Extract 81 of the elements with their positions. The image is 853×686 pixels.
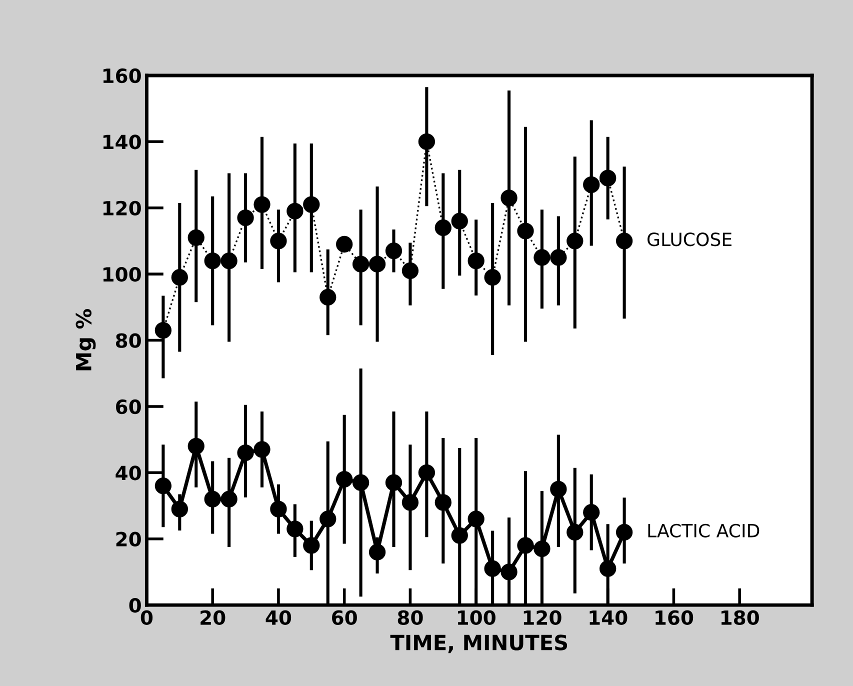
point [237, 444, 254, 462]
point [550, 480, 567, 498]
series-label: LACTIC ACID [648, 524, 760, 538]
point [254, 441, 270, 458]
point [385, 242, 402, 260]
y-tick-label: 100 [103, 267, 141, 282]
point [171, 269, 188, 286]
point [385, 474, 402, 491]
point [566, 232, 584, 250]
point [254, 196, 270, 213]
point [220, 490, 238, 508]
point [451, 527, 468, 544]
point [336, 470, 353, 488]
point [616, 232, 633, 250]
point [368, 256, 386, 272]
y-tick-label: 160 [103, 68, 141, 84]
point [517, 222, 534, 240]
point [517, 537, 534, 554]
point [583, 504, 600, 521]
y-tick-label: 40 [116, 466, 141, 480]
point [188, 229, 204, 246]
x-tick-label: 20 [200, 610, 226, 625]
point [418, 464, 436, 481]
point [534, 540, 550, 558]
point [352, 256, 370, 272]
point [154, 478, 172, 494]
point [434, 494, 452, 511]
point [303, 196, 320, 213]
y-tick-label: 20 [116, 532, 141, 547]
point [484, 560, 501, 577]
y-tick-label: 80 [116, 333, 141, 348]
point [336, 236, 353, 253]
point [600, 170, 616, 186]
point [352, 474, 370, 491]
y-tick-label: 0 [129, 598, 141, 613]
point [204, 490, 221, 508]
point [600, 560, 616, 577]
point [451, 212, 468, 230]
series-label: GLUCOSE [648, 232, 732, 246]
point [286, 520, 304, 538]
point [468, 510, 484, 528]
point [500, 564, 518, 580]
point [484, 269, 501, 286]
point [270, 500, 287, 518]
x-tick-label: 80 [398, 610, 423, 625]
point [468, 252, 484, 270]
point [583, 176, 600, 194]
point [402, 262, 419, 280]
point [270, 232, 287, 250]
point [500, 190, 518, 206]
x-tick-label: 180 [721, 610, 759, 625]
point [320, 510, 336, 528]
point [204, 252, 221, 270]
point [154, 322, 172, 339]
point [303, 537, 320, 554]
y-tick-label: 140 [103, 134, 141, 150]
x-tick-label: 40 [266, 610, 292, 625]
point [616, 524, 633, 541]
point [550, 249, 567, 266]
x-tick-label: 100 [458, 610, 496, 625]
y-axis-title: Mg % [76, 309, 96, 370]
x-tick-label: 140 [590, 610, 628, 625]
y-tick-label: 60 [116, 399, 141, 414]
point [402, 494, 419, 511]
point [418, 133, 436, 150]
point [171, 500, 188, 518]
point [188, 438, 204, 455]
x-tick-label: 0 [140, 610, 153, 625]
point [534, 249, 550, 266]
point [434, 219, 452, 236]
x-tick-label: 60 [332, 610, 357, 625]
point [237, 209, 254, 226]
point [320, 288, 336, 306]
point [286, 202, 304, 220]
y-tick-label: 120 [103, 200, 141, 216]
point [566, 524, 584, 541]
x-tick-label: 160 [656, 610, 694, 625]
point [368, 544, 386, 560]
x-axis-title: TIME, MINUTES [390, 634, 568, 654]
x-tick-label: 120 [524, 610, 562, 625]
point [220, 252, 238, 270]
